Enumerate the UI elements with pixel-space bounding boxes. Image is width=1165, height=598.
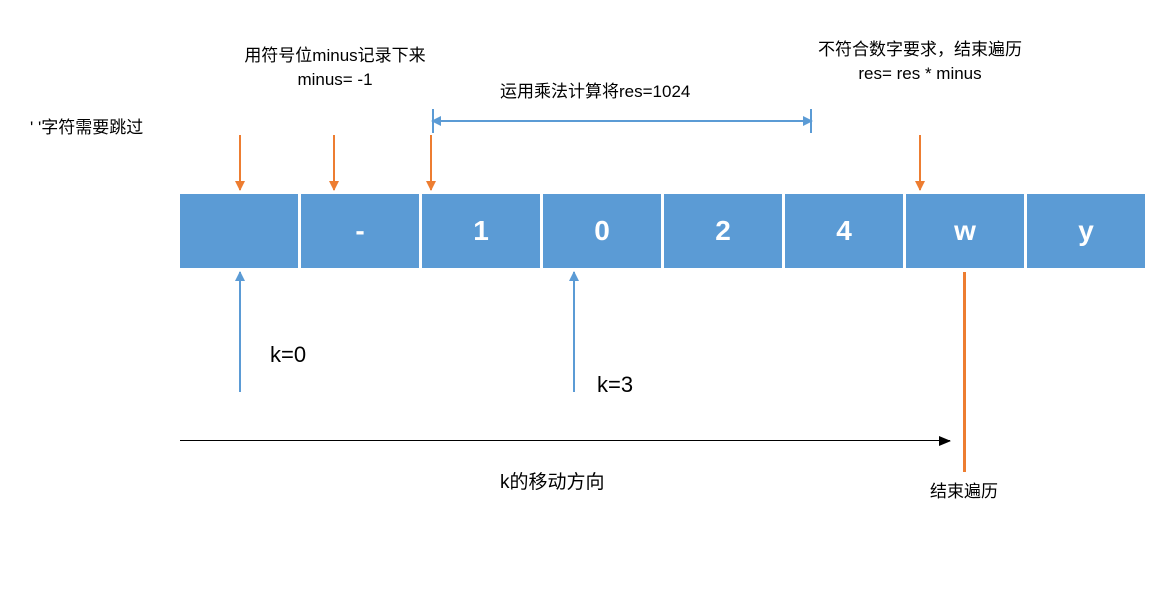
arrow-k3 <box>573 272 575 392</box>
label-skip-char: ' '字符需要跳过 <box>30 116 143 140</box>
label-end-traverse: 结束遍历 <box>930 480 998 504</box>
end-traverse-line <box>963 272 966 472</box>
label-k-direction: k的移动方向 <box>500 470 605 497</box>
arrow-to-cell-2 <box>430 135 432 190</box>
arrow-to-cell-6 <box>919 135 921 190</box>
cell-4: 2 <box>664 194 782 268</box>
cell-0 <box>180 194 298 268</box>
label-end-line1: 不符合数字要求，结束遍历 <box>818 40 1022 59</box>
label-minus: 用符号位minus记录下来 minus= -1 <box>195 44 475 92</box>
arrow-to-cell-0 <box>239 135 241 190</box>
cell-3: 0 <box>543 194 661 268</box>
k-direction-arrow <box>180 440 950 441</box>
range-arrow <box>432 120 812 122</box>
label-k0: k=0 <box>270 340 306 371</box>
label-res-calc: 运用乘法计算将res=1024 <box>500 80 690 104</box>
cell-6: w <box>906 194 1024 268</box>
cell-7: y <box>1027 194 1145 268</box>
cell-2: 1 <box>422 194 540 268</box>
label-end: 不符合数字要求，结束遍历 res= res * minus <box>790 38 1050 86</box>
cell-5: 4 <box>785 194 903 268</box>
label-minus-line1: 用符号位minus记录下来 <box>244 46 425 65</box>
cells-row: - 1 0 2 4 w y <box>180 194 1145 268</box>
arrow-k0 <box>239 272 241 392</box>
arrow-to-cell-1 <box>333 135 335 190</box>
label-end-line2: res= res * minus <box>858 64 981 83</box>
label-k3: k=3 <box>597 370 633 401</box>
cell-1: - <box>301 194 419 268</box>
label-minus-line2: minus= -1 <box>297 70 372 89</box>
